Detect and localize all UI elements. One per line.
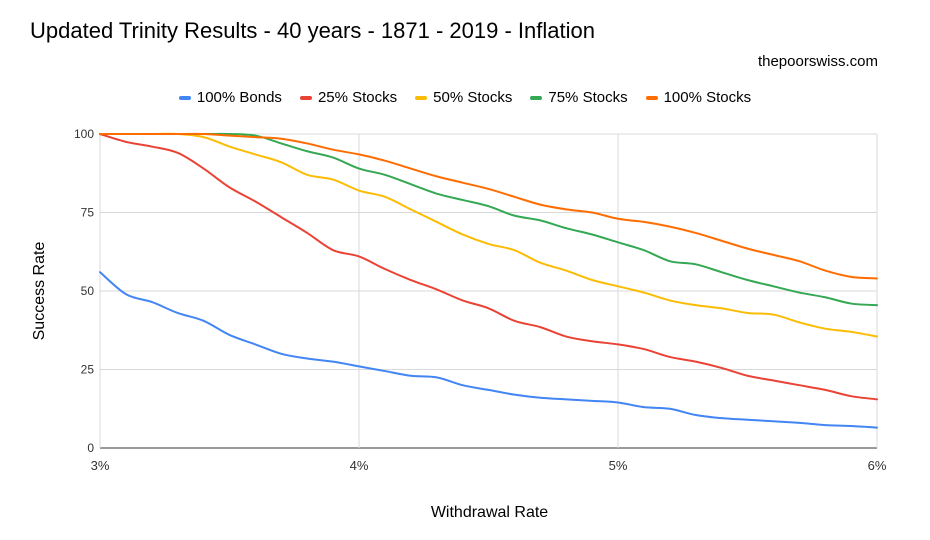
series-line-100-stocks — [99, 132, 878, 280]
legend-swatch-75-stocks — [530, 95, 543, 100]
legend-label-50-stocks: 50% Stocks — [433, 89, 513, 106]
x-tick-label: 6% — [868, 458, 887, 473]
legend-item-100-stocks: 100% Stocks — [645, 89, 752, 106]
legend-swatch-50-stocks — [415, 95, 428, 100]
legend-swatch-100-stocks — [645, 95, 658, 100]
chart-source-label: thepoorswiss.com — [757, 53, 878, 70]
legend-label-25-stocks: 25% Stocks — [317, 89, 398, 106]
y-tick-label: 75 — [81, 206, 95, 220]
legend-label-100-stocks: 100% Stocks — [663, 89, 752, 106]
legend-item-25-stocks: 25% Stocks — [299, 89, 398, 106]
x-tick-label: 3% — [91, 458, 110, 473]
chart-title: Updated Trinity Results - 40 years - 187… — [30, 18, 595, 43]
series-line-75-stocks — [99, 132, 878, 307]
x-tick-label: 5% — [609, 458, 628, 473]
y-axis-title: Success Rate — [31, 242, 48, 341]
legend-item-50-stocks: 50% Stocks — [415, 89, 512, 106]
x-axis-title: Withdrawal Rate — [431, 504, 548, 521]
series-line-25-stocks — [99, 133, 878, 401]
series-line-bonds — [99, 271, 878, 429]
legend-item-bonds: 100% Bonds — [178, 89, 282, 106]
y-tick-label: 100 — [74, 127, 94, 141]
x-tick-label: 4% — [350, 458, 369, 473]
series-line-50-stocks — [99, 132, 878, 338]
chart-legend: 100% Bonds 25% Stocks 50% Stocks 75% Sto… — [0, 89, 930, 106]
legend-label-75-stocks: 75% Stocks — [548, 89, 628, 106]
legend-swatch-bonds — [178, 95, 191, 100]
y-tick-label: 25 — [81, 363, 95, 377]
y-tick-label: 0 — [87, 441, 94, 455]
legend-label-bonds: 100% Bonds — [196, 89, 282, 106]
legend-swatch-25-stocks — [299, 95, 312, 100]
legend-item-75-stocks: 75% Stocks — [530, 89, 628, 106]
y-tick-label: 50 — [81, 284, 95, 298]
